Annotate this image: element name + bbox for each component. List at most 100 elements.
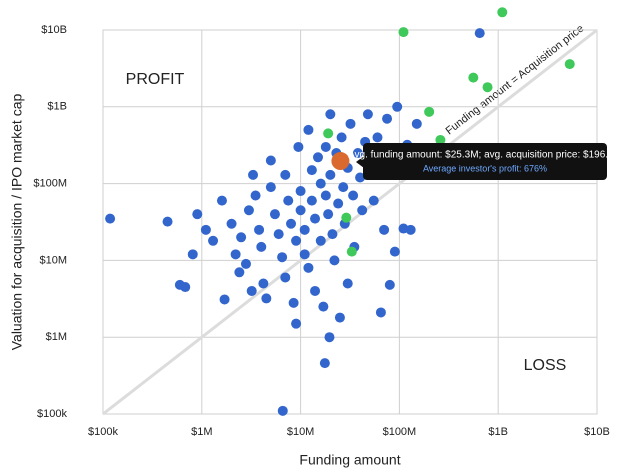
point (256, 241, 267, 252)
point (392, 101, 403, 112)
point (291, 318, 302, 329)
point (411, 118, 422, 129)
point (318, 301, 329, 312)
point (342, 278, 353, 289)
point (338, 182, 349, 193)
point (291, 235, 302, 246)
marks (105, 7, 575, 416)
point (389, 246, 400, 257)
point (355, 172, 366, 183)
point (269, 209, 280, 220)
point (310, 285, 321, 296)
point (286, 218, 297, 229)
point (564, 59, 575, 70)
point (375, 307, 386, 318)
point (180, 282, 191, 293)
point (200, 224, 211, 235)
point (250, 190, 261, 201)
point (216, 195, 227, 206)
point (230, 249, 241, 260)
point (325, 169, 336, 180)
point (329, 255, 340, 266)
y-tick-label: $1M (46, 331, 67, 343)
point (299, 224, 310, 235)
tooltip: Avg. funding amount: $25.3M; avg. acquis… (348, 143, 622, 180)
point (299, 249, 310, 260)
point (323, 128, 334, 139)
point (303, 262, 314, 273)
point (348, 190, 359, 201)
point (320, 190, 331, 201)
point (435, 134, 446, 145)
point (331, 152, 350, 171)
point (277, 252, 288, 263)
tooltip-line: Average investor's profit: 676% (423, 163, 547, 173)
x-tick-label: $10M (287, 426, 315, 438)
tooltip-box (363, 143, 607, 180)
point (105, 213, 116, 224)
point (324, 332, 335, 343)
point (312, 152, 323, 163)
point (346, 246, 357, 257)
point (315, 178, 326, 189)
point (341, 212, 352, 223)
x-tick-label: $100M (383, 426, 417, 438)
point (333, 198, 344, 209)
point (234, 267, 245, 278)
y-tick-label: $100k (37, 408, 67, 420)
tooltip-line: Avg. funding amount: $25.3M; avg. acquis… (348, 150, 622, 161)
point (319, 358, 330, 369)
y-tick-label: $1B (47, 101, 67, 113)
point (261, 293, 272, 304)
point (295, 186, 306, 197)
point (277, 405, 288, 416)
point (372, 132, 383, 143)
point (306, 165, 317, 176)
point (303, 124, 314, 135)
point (405, 224, 416, 235)
y-tick-label: $10B (41, 24, 67, 36)
point (352, 148, 363, 159)
point (187, 249, 198, 260)
point (336, 132, 347, 143)
point (382, 113, 393, 124)
point (345, 118, 356, 129)
tooltip-arrow (356, 156, 364, 168)
point (468, 72, 479, 83)
point (295, 205, 306, 216)
point (320, 141, 331, 152)
point (362, 109, 373, 120)
profit-label: PROFIT (126, 71, 185, 88)
point (243, 205, 254, 216)
point (265, 155, 276, 166)
point (497, 7, 508, 18)
point (334, 312, 345, 323)
x-tick-label: $1M (191, 426, 212, 438)
point (379, 224, 390, 235)
loss-label: LOSS (524, 357, 567, 374)
point (240, 258, 251, 269)
point (398, 27, 409, 38)
point (246, 285, 257, 296)
y-tick-label: $100M (33, 178, 67, 190)
point (482, 82, 493, 93)
point (248, 169, 259, 180)
point (236, 232, 247, 243)
point (474, 28, 485, 39)
point (357, 205, 368, 216)
point (288, 297, 299, 308)
x-tick-label: $1B (488, 426, 508, 438)
point (293, 141, 304, 152)
point (208, 235, 219, 246)
y-tick-label: $10M (39, 254, 67, 266)
point (306, 195, 317, 206)
point (283, 195, 294, 206)
x-tick-label: $100k (88, 426, 118, 438)
point (219, 294, 230, 305)
point (258, 278, 269, 289)
point (273, 229, 284, 240)
point (315, 235, 326, 246)
point (310, 213, 321, 224)
point (325, 109, 336, 120)
